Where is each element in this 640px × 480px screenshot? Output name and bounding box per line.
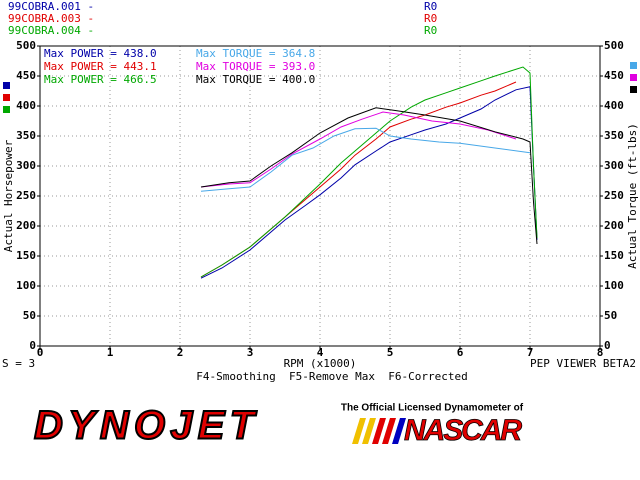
x-tick-label: 1 xyxy=(107,346,114,359)
legend-entry: Max POWER = 443.1 xyxy=(44,60,157,73)
y-tick-label: 400 xyxy=(16,99,36,112)
run-id: R0 xyxy=(424,12,437,25)
run-id: R0 xyxy=(424,0,437,13)
y-tick-label: 150 xyxy=(16,249,36,262)
legend-entry: Max POWER = 466.5 xyxy=(44,73,157,86)
y-tick-label: 50 xyxy=(23,309,36,322)
y2-tick-label: 250 xyxy=(604,189,624,202)
status-left: S = 3 xyxy=(2,357,35,370)
y-tick-label: 350 xyxy=(16,129,36,142)
right-swatch xyxy=(630,74,637,81)
y-tick-label: 0 xyxy=(29,339,36,352)
y-tick-label: 300 xyxy=(16,159,36,172)
status-right: PEP VIEWER BETA2 xyxy=(530,357,636,370)
y2-tick-label: 350 xyxy=(604,129,624,142)
run-id: R0 xyxy=(424,24,437,37)
y-axis-title: Actual Horsepower xyxy=(2,139,15,252)
y-tick-label: 450 xyxy=(16,69,36,82)
x-tick-label: 7 xyxy=(527,346,534,359)
file-name: 99COBRA.001 - xyxy=(8,0,94,13)
y2-tick-label: 50 xyxy=(604,309,617,322)
right-swatch xyxy=(630,62,637,69)
y2-tick-label: 400 xyxy=(604,99,624,112)
left-swatch xyxy=(3,82,10,89)
y-tick-label: 500 xyxy=(16,39,36,52)
y2-tick-label: 450 xyxy=(604,69,624,82)
tagline: The Official Licensed Dynamometer of xyxy=(341,403,524,414)
x-tick-label: 3 xyxy=(247,346,254,359)
plot-frame xyxy=(39,45,601,347)
legend-entry: Max TORQUE = 364.8 xyxy=(196,47,315,60)
legend-entry: Max TORQUE = 393.0 xyxy=(196,60,315,73)
y-tick-label: 100 xyxy=(16,279,36,292)
x-tick-label: 0 xyxy=(37,346,44,359)
data-line xyxy=(200,127,531,192)
left-swatch xyxy=(3,94,10,101)
right-swatch xyxy=(630,86,637,93)
y2-tick-label: 100 xyxy=(604,279,624,292)
y2-tick-label: 150 xyxy=(604,249,624,262)
x-tick-label: 8 xyxy=(597,346,604,359)
file-name: 99COBRA.004 - xyxy=(8,24,94,37)
legend-entry: Max TORQUE = 400.0 xyxy=(196,73,315,86)
y2-tick-label: 500 xyxy=(604,39,624,52)
y2-tick-label: 0 xyxy=(604,339,611,352)
data-line xyxy=(200,86,538,279)
y2-tick-label: 300 xyxy=(604,159,624,172)
y2-axis-title: Actual Torque (ft-lbs) xyxy=(626,123,639,269)
left-swatch xyxy=(3,106,10,113)
brand-logo: DYNOJET xyxy=(34,404,258,448)
x-tick-label: 6 xyxy=(457,346,464,359)
data-line xyxy=(200,107,538,245)
x-axis-title: RPM (x1000) xyxy=(284,357,357,370)
x-tick-label: 4 xyxy=(317,346,324,359)
legend-entry: Max POWER = 438.0 xyxy=(44,47,157,60)
x-tick-label: 2 xyxy=(177,346,184,359)
y-tick-label: 250 xyxy=(16,189,36,202)
nascar-stripes xyxy=(352,418,406,444)
x-tick-label: 5 xyxy=(387,346,394,359)
data-line xyxy=(200,111,517,188)
y2-tick-label: 200 xyxy=(604,219,624,232)
function-keys: F4-Smoothing F5-Remove Max F6-Corrected xyxy=(196,370,468,383)
partner-logo: NASCAR xyxy=(404,414,522,447)
y-tick-label: 200 xyxy=(16,219,36,232)
data-line xyxy=(200,66,538,278)
file-name: 99COBRA.003 - xyxy=(8,12,94,25)
